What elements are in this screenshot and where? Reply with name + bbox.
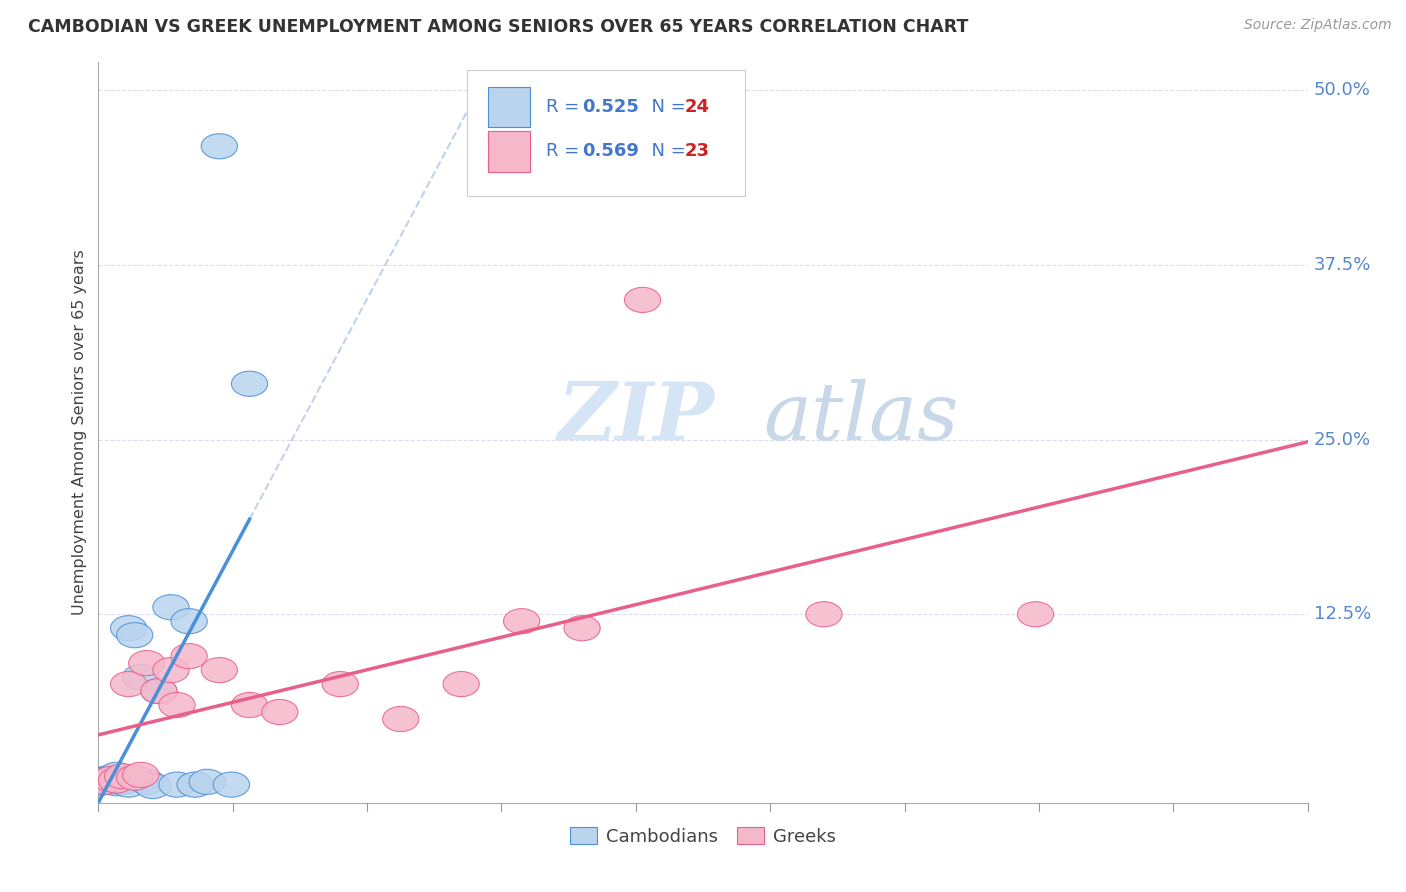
Ellipse shape [201,657,238,682]
Ellipse shape [122,665,159,690]
Ellipse shape [129,769,165,795]
Text: atlas: atlas [763,379,959,457]
Ellipse shape [1018,601,1053,627]
Ellipse shape [93,766,129,791]
Ellipse shape [153,595,190,620]
Ellipse shape [104,764,141,789]
Ellipse shape [172,608,207,634]
Text: N =: N = [640,143,692,161]
Ellipse shape [232,371,267,396]
Ellipse shape [86,766,122,791]
Ellipse shape [382,706,419,731]
Ellipse shape [262,699,298,724]
Ellipse shape [86,769,122,795]
Text: N =: N = [640,98,692,116]
Ellipse shape [503,608,540,634]
Ellipse shape [111,615,146,640]
Ellipse shape [86,768,122,793]
Text: 50.0%: 50.0% [1313,81,1371,99]
Ellipse shape [177,772,214,797]
Ellipse shape [98,768,135,793]
Ellipse shape [104,769,141,795]
Ellipse shape [564,615,600,640]
Ellipse shape [111,772,146,797]
Text: ZIP: ZIP [558,379,714,457]
Text: 12.5%: 12.5% [1313,605,1371,624]
Ellipse shape [172,643,207,669]
Ellipse shape [153,657,190,682]
Text: R =: R = [546,143,585,161]
Text: 23: 23 [685,143,710,161]
Ellipse shape [141,679,177,704]
Ellipse shape [188,769,225,795]
FancyBboxPatch shape [488,87,530,128]
Ellipse shape [322,672,359,697]
Ellipse shape [98,771,135,796]
Ellipse shape [806,601,842,627]
Ellipse shape [122,763,159,788]
Ellipse shape [80,771,117,796]
Ellipse shape [443,672,479,697]
Ellipse shape [624,287,661,312]
Ellipse shape [117,765,153,790]
Ellipse shape [201,134,238,159]
Text: CAMBODIAN VS GREEK UNEMPLOYMENT AMONG SENIORS OVER 65 YEARS CORRELATION CHART: CAMBODIAN VS GREEK UNEMPLOYMENT AMONG SE… [28,18,969,36]
FancyBboxPatch shape [488,131,530,171]
Ellipse shape [117,623,153,648]
Ellipse shape [93,769,129,795]
Ellipse shape [159,772,195,797]
Ellipse shape [159,692,195,717]
Text: 0.525: 0.525 [582,98,638,116]
Ellipse shape [111,672,146,697]
Text: 25.0%: 25.0% [1313,431,1371,449]
Ellipse shape [141,679,177,704]
Text: R =: R = [546,98,585,116]
Ellipse shape [98,763,135,788]
Ellipse shape [135,773,172,798]
Text: 37.5%: 37.5% [1313,256,1371,274]
Legend: Cambodians, Greeks: Cambodians, Greeks [564,820,842,853]
Y-axis label: Unemployment Among Seniors over 65 years: Unemployment Among Seniors over 65 years [72,250,87,615]
Ellipse shape [232,692,267,717]
FancyBboxPatch shape [467,70,745,195]
Ellipse shape [214,772,250,797]
Ellipse shape [129,650,165,675]
Text: Source: ZipAtlas.com: Source: ZipAtlas.com [1244,18,1392,32]
Text: 24: 24 [685,98,710,116]
Text: 0.569: 0.569 [582,143,638,161]
Ellipse shape [93,765,129,790]
Ellipse shape [86,769,122,795]
